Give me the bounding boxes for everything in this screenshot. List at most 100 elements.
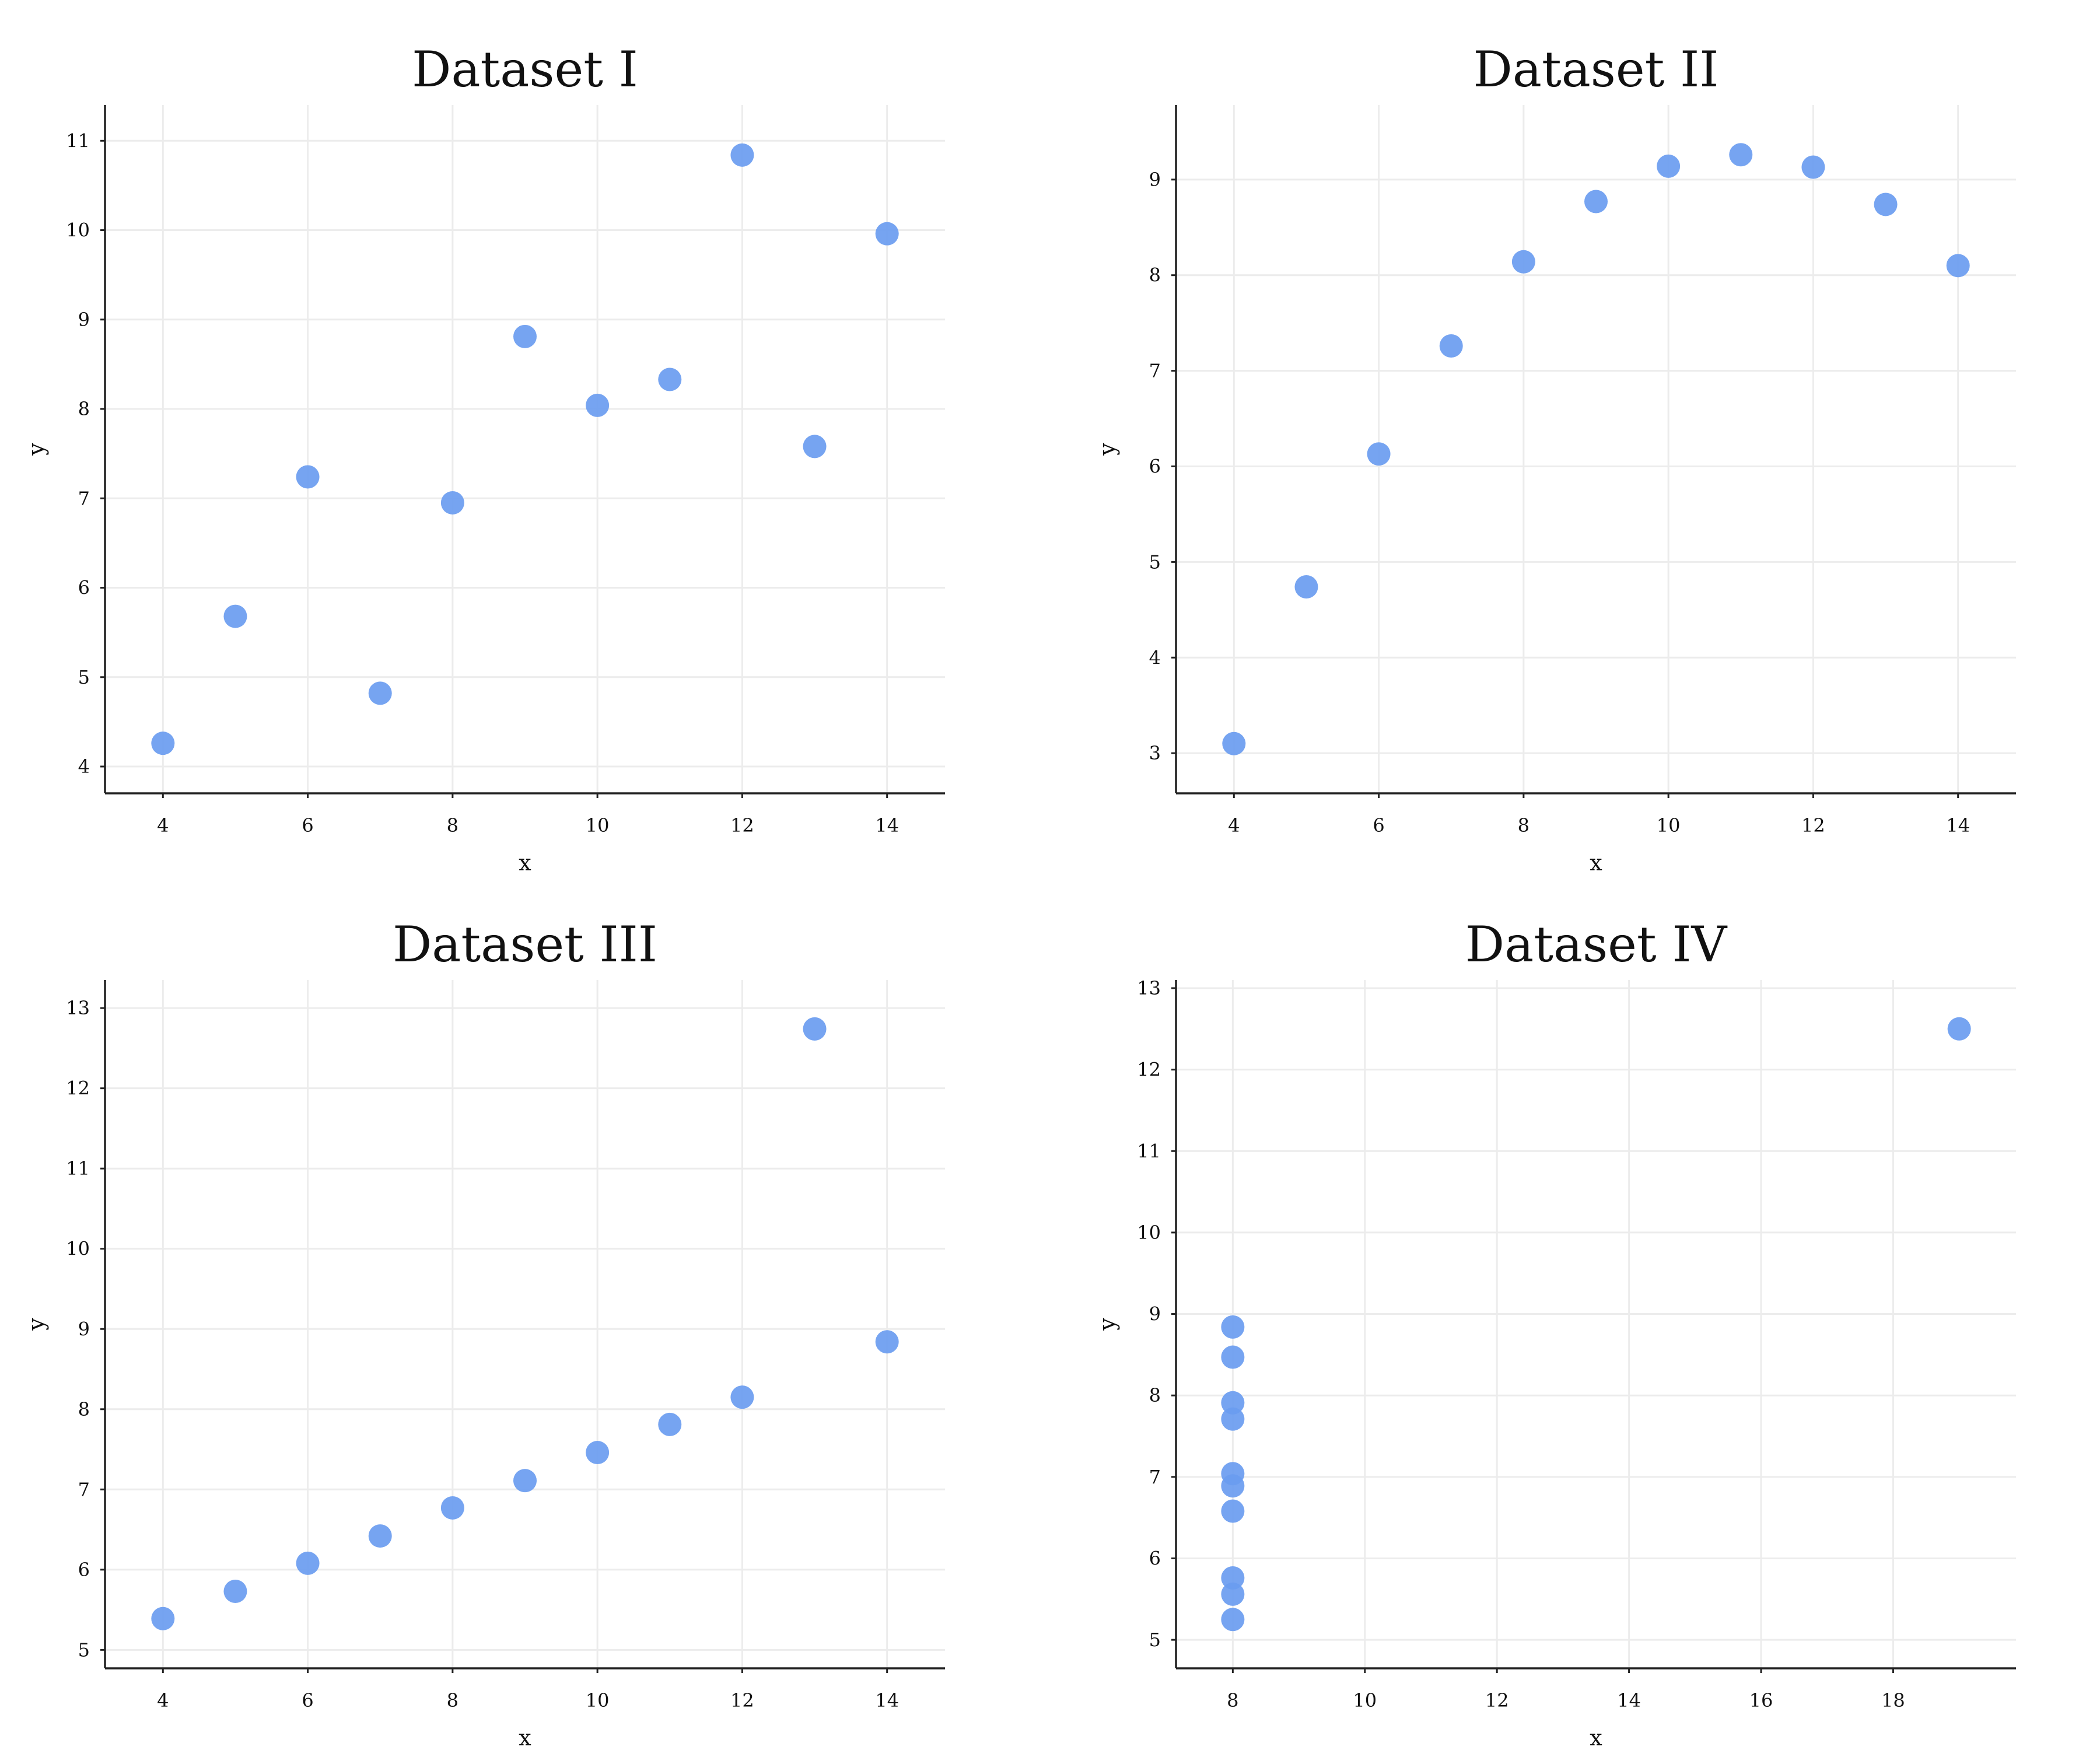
data-point — [1221, 1499, 1245, 1523]
data-point — [1294, 575, 1318, 598]
x-axis-label: x — [519, 1725, 531, 1750]
y-tick-label: 7 — [1149, 1466, 1161, 1488]
data-point — [1221, 1407, 1245, 1431]
data-point — [1946, 254, 1970, 278]
data-point — [1221, 1582, 1245, 1606]
data-point — [151, 732, 175, 755]
data-point — [440, 491, 464, 514]
x-tick-label: 18 — [1881, 1689, 1905, 1712]
y-tick-label: 5 — [1149, 551, 1161, 573]
y-tick-label: 13 — [66, 997, 90, 1019]
x-axis-label: x — [1590, 1725, 1602, 1750]
y-tick-label: 7 — [1149, 360, 1161, 382]
y-tick-label: 7 — [78, 487, 90, 509]
y-tick-label: 7 — [78, 1478, 90, 1500]
x-tick-label: 14 — [1946, 814, 1970, 836]
data-point — [223, 1579, 247, 1603]
data-point — [368, 681, 392, 705]
data-point — [513, 1469, 537, 1493]
chart-title: Dataset III — [393, 916, 657, 973]
data-point — [223, 604, 247, 628]
x-tick-label: 8 — [1518, 814, 1530, 836]
data-point — [1874, 192, 1898, 216]
data-point — [1221, 1391, 1245, 1415]
data-point — [440, 1496, 464, 1520]
data-point — [586, 393, 610, 417]
x-tick-label: 10 — [586, 1689, 610, 1712]
y-axis-label: y — [23, 1318, 49, 1331]
x-tick-label: 6 — [302, 1689, 313, 1712]
data-point — [803, 1017, 827, 1041]
x-tick-label: 14 — [875, 1689, 899, 1712]
data-point — [586, 1441, 610, 1465]
y-axis-label: y — [23, 443, 49, 456]
data-point — [1367, 442, 1391, 466]
x-tick-label: 8 — [447, 814, 459, 836]
y-tick-label: 10 — [66, 1238, 90, 1260]
data-point — [730, 1385, 754, 1409]
y-tick-label: 5 — [78, 666, 90, 688]
x-tick-label: 6 — [1373, 814, 1384, 836]
y-tick-label: 6 — [78, 1559, 90, 1581]
data-point — [730, 143, 754, 167]
data-point — [1729, 143, 1753, 167]
x-tick-label: 16 — [1749, 1689, 1773, 1712]
data-point — [803, 435, 827, 459]
x-axis-label: x — [519, 850, 531, 876]
data-point — [1221, 1315, 1245, 1339]
y-tick-label: 11 — [66, 130, 90, 152]
data-point — [513, 324, 537, 348]
y-tick-label: 12 — [66, 1077, 90, 1100]
scatter-panel-3: 4 6 8 10 12 14 5 6 7 8 9 10 11 12 13 Dataset III x y — [23, 916, 945, 1750]
scatter-panel-2: 4 6 8 10 12 14 3 4 5 6 7 8 9 Dataset II x y — [1094, 41, 2016, 876]
chart-title: Dataset IV — [1465, 916, 1728, 973]
y-tick-label: 5 — [1149, 1629, 1161, 1651]
x-tick-label: 4 — [1228, 814, 1240, 836]
chart-title: Dataset I — [412, 41, 638, 98]
y-tick-label: 6 — [1149, 456, 1161, 478]
data-point — [875, 1330, 899, 1354]
scatter-panel-1: 4 6 8 10 12 14 4 5 6 7 8 9 10 11 Dataset I x y — [23, 41, 945, 876]
data-point — [368, 1524, 392, 1548]
data-point — [1221, 1566, 1245, 1590]
data-point — [1221, 1474, 1245, 1498]
x-tick-label: 12 — [730, 814, 754, 836]
y-tick-label: 8 — [78, 1398, 90, 1420]
y-tick-label: 9 — [78, 1318, 90, 1340]
y-tick-label: 11 — [1137, 1140, 1161, 1162]
x-tick-label: 14 — [875, 814, 899, 836]
y-tick-label: 10 — [1137, 1222, 1161, 1244]
data-point — [1801, 155, 1825, 179]
y-tick-label: 11 — [66, 1157, 90, 1180]
y-tick-label: 12 — [1137, 1059, 1161, 1081]
x-axis-label: x — [1590, 850, 1602, 876]
y-tick-label: 9 — [78, 309, 90, 331]
scatter-panel-4: 8 10 12 14 16 18 5 6 7 8 9 10 11 12 13 Dataset IV x y — [1094, 916, 2016, 1750]
y-axis-label: y — [1094, 443, 1120, 456]
data-point — [1221, 1608, 1245, 1632]
x-tick-label: 12 — [730, 1689, 754, 1712]
y-axis-label: y — [1094, 1318, 1120, 1331]
data-point — [1439, 334, 1463, 358]
x-tick-label: 10 — [1353, 1689, 1377, 1712]
y-tick-label: 3 — [1149, 742, 1161, 764]
y-tick-label: 8 — [78, 398, 90, 420]
x-tick-label: 10 — [1657, 814, 1681, 836]
y-tick-label: 10 — [66, 219, 90, 242]
data-point — [296, 465, 320, 489]
x-tick-label: 4 — [157, 814, 169, 836]
y-tick-label: 9 — [1149, 169, 1161, 191]
data-point — [658, 1412, 682, 1436]
y-tick-label: 6 — [78, 577, 90, 599]
x-tick-label: 12 — [1801, 814, 1825, 836]
y-tick-label: 4 — [78, 755, 90, 778]
data-point — [658, 368, 682, 391]
x-tick-label: 10 — [586, 814, 610, 836]
x-tick-label: 4 — [157, 1689, 169, 1712]
y-tick-label: 13 — [1137, 977, 1161, 999]
y-tick-label: 6 — [1149, 1547, 1161, 1569]
data-point — [1511, 250, 1535, 274]
data-point — [1947, 1017, 1971, 1041]
x-tick-label: 8 — [1227, 1689, 1238, 1712]
